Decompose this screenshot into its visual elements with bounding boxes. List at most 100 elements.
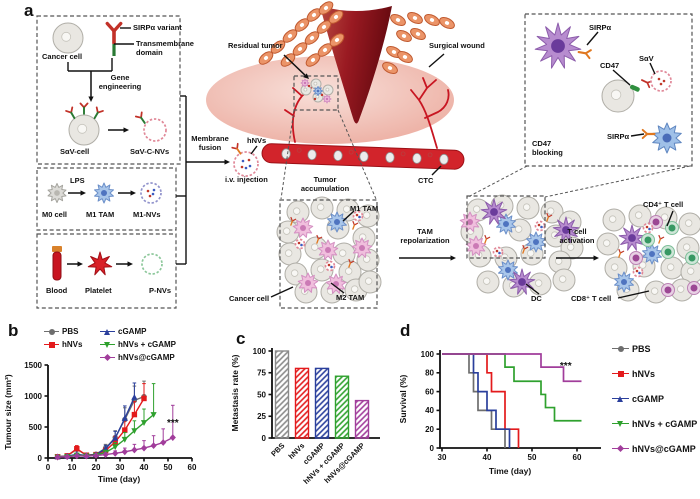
macrophage-blue-icon <box>652 122 682 154</box>
chart-text: 100 <box>253 347 267 356</box>
p-nvs-box <box>36 233 177 309</box>
membrane-fusion-label: Membrane fusion <box>191 134 229 152</box>
legend-label: hNVs@cGAMP <box>632 443 696 454</box>
antibody-icon <box>134 111 146 124</box>
antibody-icon <box>79 102 89 115</box>
nanovesicle-icon <box>632 266 644 278</box>
m1-nvs-icon <box>140 182 162 204</box>
dc-icon <box>552 216 580 243</box>
cd47-label: CD47 <box>600 61 620 70</box>
cd47-icon <box>630 84 640 92</box>
chart-text: 0 <box>262 434 267 443</box>
residual-tumor-cluster <box>300 78 334 104</box>
antibody-icon <box>65 106 76 120</box>
series-hNVs@cGAMP <box>442 353 582 383</box>
tumor-cluster-1 <box>276 196 382 304</box>
cancer-cell-icon <box>678 212 700 236</box>
chart-text: 0 <box>46 463 51 472</box>
legend-item-pbs: PBS <box>44 325 82 338</box>
nanovesicle-icon <box>492 246 504 258</box>
chart-text: 20 <box>92 463 101 472</box>
m1-nvs-box <box>36 167 177 231</box>
ctc-cell <box>439 153 449 165</box>
cancer-cell-icon <box>540 200 564 224</box>
tumour-size-chart: 0 10 20 30 40 50 60 0 500 1000 1500 Time (day) Tumou… <box>3 361 197 484</box>
m2-tam-icon <box>317 239 339 260</box>
sav-cell-label: SαV-cell <box>60 147 90 156</box>
tumor-cluster-2 <box>459 194 584 298</box>
m1-tam-icon <box>94 182 114 204</box>
series-hNVs + cGAMP <box>442 353 582 422</box>
t-cell-icon <box>687 281 700 295</box>
dc-icon <box>618 224 646 251</box>
m1-tam-icon <box>313 86 323 96</box>
cancer-cell-icon <box>52 22 84 54</box>
m2-tam-icon <box>292 217 314 238</box>
chart-text: 1000 <box>24 392 42 401</box>
m1-tam-icon <box>614 271 634 293</box>
p-nvs-icon <box>141 253 163 275</box>
antibody-icon <box>290 216 297 226</box>
dc-label: DC <box>531 294 542 303</box>
bar-hNVs + cGAMP <box>334 375 350 439</box>
cancer-cell-icon <box>602 208 626 232</box>
t-cell-icon <box>661 283 675 297</box>
ctc-cell <box>412 152 422 164</box>
platelet-label: Platelet <box>85 286 112 295</box>
residual-tumor-zoom-box <box>293 75 339 111</box>
cancer-cell-icon <box>310 78 322 90</box>
m1-tam-icon <box>327 211 347 233</box>
cancer-cell-label: Cancer cell <box>42 52 83 61</box>
t-cell-icon <box>661 245 675 259</box>
nanovesicle-icon <box>642 222 654 234</box>
m0-cell-label: M0 cell <box>42 210 68 219</box>
nanovesicle-icon <box>352 210 364 222</box>
sirpa-variant-label: SIRPα variant <box>133 23 182 32</box>
bar-hNVs@cGAMP <box>354 399 370 439</box>
m1-tam-icon <box>526 231 546 253</box>
legend-label: PBS <box>632 343 651 354</box>
legend-item-cgamp: cGAMP <box>100 325 176 338</box>
cancer-cell-icon <box>310 196 334 220</box>
blood-label: Blood <box>46 286 68 295</box>
legend-label: hNVs <box>632 368 656 379</box>
legend-label: hNVs <box>62 340 83 349</box>
chart-text: 100 <box>421 350 435 359</box>
cancer-cell-icon <box>338 260 362 284</box>
hnvs-vesicle-icon <box>233 151 259 177</box>
cancer-cell-icon <box>628 204 652 228</box>
m1-nvs-label: M1-NVs <box>133 210 161 219</box>
antibody-icon <box>316 234 323 244</box>
survival-chart: 30 40 50 60 0 20 40 60 80 100 Time (day) Survival (… <box>398 350 601 476</box>
legend-item-pbs: PBS <box>612 336 697 361</box>
cancer-cell-icon <box>548 250 572 274</box>
ctc-label: CTC <box>418 176 434 185</box>
ctc-cell <box>385 152 395 163</box>
cancer-cell-cd47-icon <box>601 79 635 113</box>
bar-PBS <box>274 350 290 439</box>
chart-text: 10 <box>68 463 77 472</box>
axes <box>439 350 601 449</box>
t-cell-icon <box>685 251 699 265</box>
chart-text: 60 <box>425 387 434 396</box>
nanovesicle-icon <box>324 260 336 272</box>
antibody-icon <box>658 234 665 244</box>
blood-tube-icon <box>52 246 62 281</box>
sirpa-top-label: SIRPα <box>589 23 612 32</box>
cancer-cell-icon <box>322 84 334 96</box>
lps-label: LPS <box>70 176 85 185</box>
t-cell-icon <box>641 233 655 247</box>
legend-label: hNVs + cGAMP <box>118 340 177 349</box>
y-axis-label: Metastasis rate (%) <box>230 354 240 431</box>
antibody-icon <box>93 106 104 120</box>
bar-hNVs <box>294 367 310 439</box>
series-PBS <box>54 380 147 460</box>
cluster-m1-tam-label: M1 TAM <box>350 204 379 213</box>
chart-text: 25 <box>257 412 266 421</box>
sav-c-nvs-icon <box>143 118 167 142</box>
chart-text: 0 <box>430 444 435 453</box>
legend-item-hnvs: hNVs <box>44 338 82 351</box>
cancer-cell-icon <box>660 256 684 280</box>
